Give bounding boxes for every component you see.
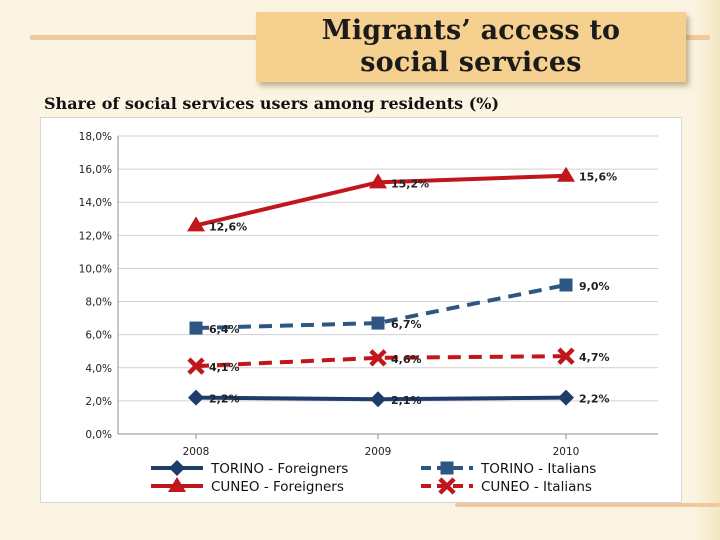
- slide-title-line-1: Migrants’ access to: [321, 15, 621, 46]
- data-label-torino_foreigners: 2,1%: [391, 394, 422, 407]
- y-tick-label: 14,0%: [79, 197, 112, 209]
- data-point-torino_italians: [559, 278, 573, 292]
- y-tick-label: 2,0%: [85, 396, 112, 408]
- data-point-cuneo_foreigners: [187, 216, 205, 232]
- data-point-cuneo_italians: [369, 349, 387, 367]
- data-label-cuneo_foreigners: 15,2%: [391, 177, 429, 190]
- data-label-torino_italians: 6,4%: [209, 323, 240, 336]
- legend-item-cuneo_italians: CUNEO - Italians: [421, 477, 592, 495]
- data-label-cuneo_italians: 4,6%: [391, 353, 422, 366]
- background-strip: [692, 0, 720, 540]
- data-point-torino_italians: [371, 316, 385, 330]
- line-chart: 0,0% 2,0% 4,0% 6,0% 8,0% 10,0% 12,0% 14,0% 16,0%…: [79, 131, 658, 495]
- data-point-cuneo_foreigners: [369, 173, 387, 189]
- y-tick-label: 8,0%: [85, 297, 112, 309]
- legend-marker-torino_foreigners: [169, 460, 185, 476]
- data-point-cuneo_italians: [187, 357, 205, 375]
- y-tick-label: 4,0%: [85, 363, 112, 375]
- data-point-torino_foreigners: [370, 391, 386, 408]
- y-tick-label: 12,0%: [79, 230, 112, 242]
- x-tick-label: 2008: [183, 446, 210, 458]
- legend-label-cuneo_foreigners: CUNEO - Foreigners: [211, 479, 344, 495]
- x-tick-label: 2009: [365, 446, 392, 458]
- legend-marker-torino_italians: [440, 461, 454, 475]
- data-label-cuneo_italians: 4,7%: [579, 351, 610, 364]
- y-tick-label: 10,0%: [79, 263, 112, 275]
- data-label-cuneo_foreigners: 15,6%: [579, 171, 617, 184]
- y-tick-label: 0,0%: [85, 429, 112, 441]
- y-tick-label: 6,0%: [85, 330, 112, 342]
- x-tick-label: 2010: [553, 446, 580, 458]
- legend-label-torino_italians: TORINO - Italians: [480, 461, 596, 477]
- data-point-cuneo_foreigners: [557, 166, 575, 182]
- legend-item-cuneo_foreigners: CUNEO - Foreigners: [151, 477, 344, 495]
- data-label-torino_italians: 6,7%: [391, 318, 422, 331]
- data-point-cuneo_italians: [557, 347, 575, 365]
- data-point-torino_foreigners: [558, 389, 574, 406]
- data-label-cuneo_italians: 4,1%: [209, 361, 240, 374]
- y-tick-label: 16,0%: [79, 164, 112, 176]
- legend-label-cuneo_italians: CUNEO - Italians: [481, 479, 592, 495]
- data-point-torino_foreigners: [188, 389, 204, 406]
- chart-subtitle: Share of social services users among res…: [44, 94, 500, 113]
- legend-item-torino_italians: TORINO - Italians: [421, 461, 596, 477]
- y-tick-label: 18,0%: [79, 131, 112, 143]
- title-box: Migrants’ access to social services: [256, 12, 686, 82]
- data-label-cuneo_foreigners: 12,6%: [209, 220, 247, 233]
- legend-marker-cuneo_foreigners: [168, 477, 186, 492]
- decorative-line: [455, 503, 720, 507]
- data-point-torino_italians: [189, 321, 203, 335]
- chart-card: 0,0% 2,0% 4,0% 6,0% 8,0% 10,0% 12,0% 14,0% 16,0%…: [40, 117, 682, 503]
- legend-marker-cuneo_italians: [438, 477, 456, 495]
- legend-item-torino_foreigners: TORINO - Foreigners: [151, 460, 348, 477]
- data-label-torino_italians: 9,0%: [579, 280, 610, 293]
- data-label-torino_foreigners: 2,2%: [209, 393, 240, 406]
- data-label-torino_foreigners: 2,2%: [579, 393, 610, 406]
- legend-label-torino_foreigners: TORINO - Foreigners: [210, 461, 348, 477]
- slide-title-line-2: social services: [360, 47, 582, 78]
